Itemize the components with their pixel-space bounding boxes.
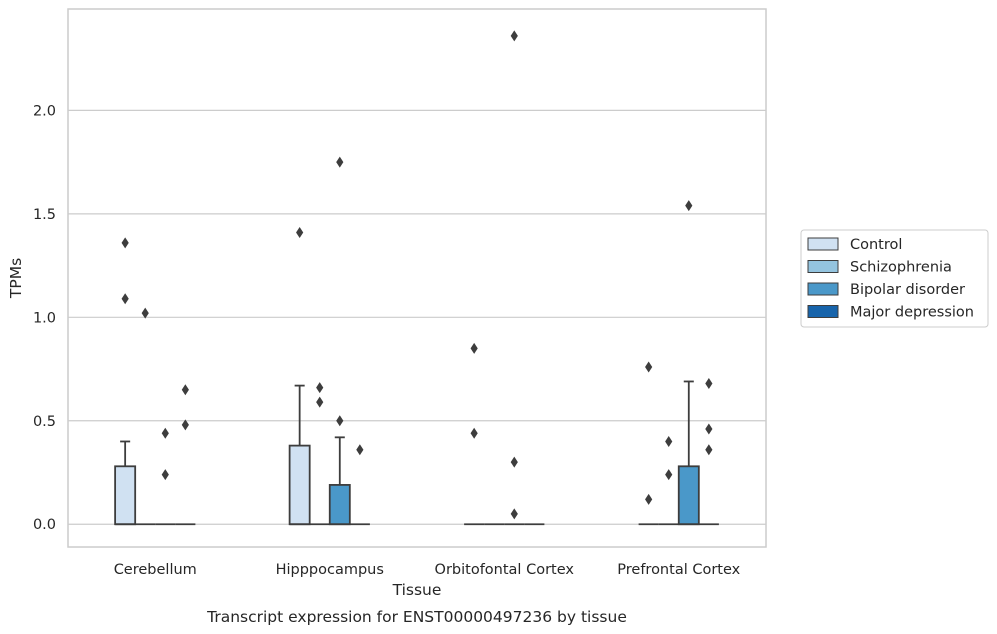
legend-items: Control Schizophrenia Bipolar disorder Majo… bbox=[807, 237, 974, 321]
x-axis-ticks: Cerebellum Hipppocampus Orbitofontal Corte… bbox=[114, 562, 741, 578]
box-group bbox=[155, 427, 176, 526]
outlier-point bbox=[665, 435, 673, 447]
y-axis-title: TPMs bbox=[7, 258, 25, 299]
outlier-point bbox=[121, 237, 129, 249]
x-tick-label: Hipppocampus bbox=[276, 562, 384, 578]
outlier-point bbox=[316, 396, 324, 408]
y-tick-label: 0.0 bbox=[33, 517, 56, 533]
x-tick-label: Cerebellum bbox=[114, 562, 197, 578]
y-axis-ticks: 0.0 0.5 1.0 1.5 2.0 bbox=[33, 103, 56, 533]
box-group bbox=[698, 378, 719, 526]
outlier-point bbox=[470, 427, 478, 439]
outlier-point bbox=[141, 307, 149, 319]
outlier-point bbox=[161, 427, 169, 439]
y-tick-label: 0.5 bbox=[33, 414, 56, 430]
plot-area-border bbox=[67, 8, 767, 548]
box-group bbox=[135, 307, 156, 526]
legend-label: Control bbox=[850, 237, 902, 253]
legend-swatch bbox=[807, 237, 839, 251]
box bbox=[114, 465, 137, 526]
box-group bbox=[658, 435, 679, 526]
y-tick-label: 2.0 bbox=[33, 103, 56, 119]
legend-swatch bbox=[807, 260, 839, 273]
gridlines bbox=[68, 109, 766, 525]
box-group bbox=[288, 226, 311, 526]
y-tick-label: 1.0 bbox=[33, 310, 56, 326]
box-group bbox=[349, 444, 370, 526]
box-group bbox=[464, 342, 485, 526]
box-group bbox=[504, 30, 525, 526]
outlier-point bbox=[645, 361, 653, 373]
box-group bbox=[677, 200, 700, 526]
legend-frame bbox=[800, 229, 989, 328]
outlier-point bbox=[705, 378, 713, 390]
legend-label: Major depression bbox=[850, 305, 974, 321]
outlier-point bbox=[470, 342, 478, 354]
outlier-point bbox=[296, 226, 304, 238]
legend-label: Bipolar disorder bbox=[850, 282, 965, 298]
box-group bbox=[309, 382, 330, 526]
box-group bbox=[328, 156, 351, 526]
outlier-point bbox=[121, 293, 129, 305]
legend: Control Schizophrenia Bipolar disorder Majo… bbox=[800, 229, 989, 328]
box bbox=[288, 444, 311, 526]
outlier-point bbox=[181, 419, 189, 431]
outlier-point bbox=[336, 156, 344, 168]
outlier-point bbox=[645, 493, 653, 505]
box-group bbox=[175, 384, 196, 526]
outlier-point bbox=[705, 423, 713, 435]
outlier-point bbox=[181, 384, 189, 396]
outlier-point bbox=[510, 508, 518, 520]
x-tick-label: Orbitofontal Cortex bbox=[435, 562, 575, 578]
outlier-point bbox=[161, 469, 169, 481]
box-group bbox=[638, 361, 659, 526]
box bbox=[328, 484, 351, 526]
outlier-point bbox=[336, 415, 344, 427]
x-tick-label: Prefrontal Cortex bbox=[617, 562, 740, 578]
outlier-point bbox=[510, 30, 518, 42]
box-group bbox=[114, 237, 137, 526]
chart-caption: Transcript expression for ENST0000049723… bbox=[206, 608, 627, 626]
legend-swatch bbox=[807, 305, 839, 318]
outlier-point bbox=[316, 382, 324, 394]
outlier-point bbox=[685, 200, 693, 212]
outlier-point bbox=[510, 456, 518, 468]
legend-label: Schizophrenia bbox=[850, 260, 952, 276]
outlier-point bbox=[705, 444, 713, 456]
x-axis-title: Tissue bbox=[392, 581, 442, 599]
box bbox=[677, 465, 700, 526]
legend-swatch bbox=[807, 282, 839, 296]
outlier-point bbox=[665, 469, 673, 481]
y-tick-label: 1.5 bbox=[33, 207, 56, 223]
outlier-point bbox=[356, 444, 364, 456]
chart-marks bbox=[114, 30, 719, 526]
